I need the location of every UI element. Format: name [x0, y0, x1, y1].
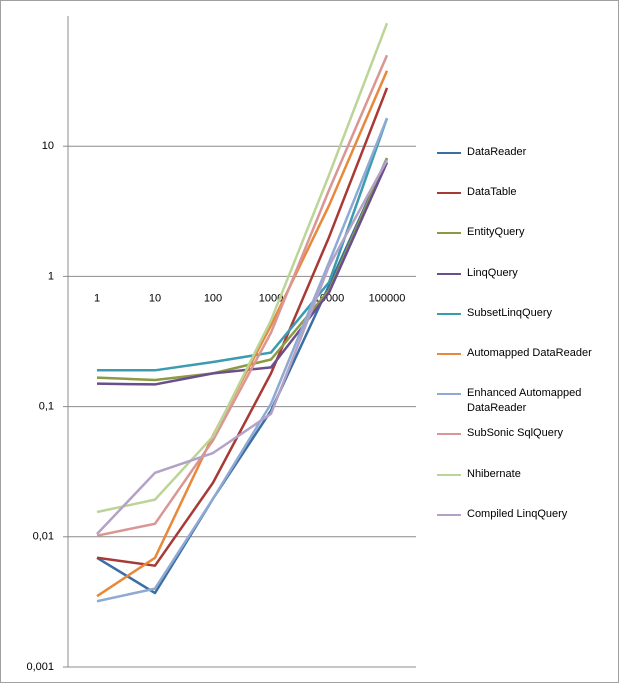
legend-label: Enhanced Automapped DataReader	[467, 387, 582, 415]
legend-swatch	[437, 433, 461, 436]
series-line	[96, 161, 389, 386]
x-tick-label: 100000	[369, 292, 406, 304]
legend-entry: SubsetLinqQuery	[437, 306, 597, 321]
legend-entry: Enhanced Automapped DataReader	[437, 386, 597, 416]
legend-entry: Compiled LinqQuery	[437, 507, 597, 522]
series-line	[96, 54, 389, 537]
series-line	[96, 159, 389, 535]
legend-entry: Nhibernate	[437, 467, 597, 482]
legend-label: EntityQuery	[467, 226, 525, 239]
series-line	[97, 117, 389, 372]
y-tick-label: 1	[48, 270, 54, 282]
legend-swatch	[437, 353, 461, 355]
x-tick-label: 1	[94, 292, 100, 304]
legend-swatch	[437, 152, 461, 154]
legend-label: Nhibernate	[467, 467, 521, 480]
series-line	[96, 70, 389, 598]
legend-label: Automapped DataReader	[467, 347, 592, 359]
y-tick-label: 0,1	[39, 401, 54, 413]
legend-label: SubsetLinqQuery	[467, 306, 552, 319]
series-line	[96, 87, 389, 567]
x-tick-label: 10	[149, 292, 161, 304]
series-line	[96, 157, 389, 595]
legend-label: Compiled LinqQuery	[467, 507, 568, 520]
legend-entry: LinqQuery	[437, 266, 597, 281]
x-tick-label: 100	[204, 292, 222, 304]
y-tick-label: 0,001	[26, 661, 54, 673]
series-line	[96, 117, 389, 603]
legend-swatch	[437, 393, 461, 396]
legend-entry: Automapped DataReader	[437, 346, 597, 361]
legend-entry: EntityQuery	[437, 225, 597, 240]
y-tick-label: 10	[42, 140, 54, 152]
legend-label: DataReader	[467, 146, 527, 158]
legend-label: DataTable	[467, 186, 517, 199]
legend-swatch	[437, 513, 461, 516]
legend-swatch	[437, 473, 461, 476]
series-line	[96, 157, 389, 382]
x-tick-label: 1000	[259, 292, 283, 304]
y-tick-label: 0,01	[33, 531, 54, 543]
legend-swatch	[437, 312, 461, 315]
legend-entry: DataTable	[437, 185, 597, 200]
legend-label: LinqQuery	[467, 266, 518, 279]
legend-swatch	[437, 272, 461, 275]
legend-entry: SubSonic SqlQuery	[437, 426, 597, 441]
legend-label: SubSonic SqlQuery	[467, 427, 563, 440]
legend-swatch	[437, 232, 461, 235]
series-line	[96, 22, 389, 514]
legend-entry: DataReader	[437, 145, 597, 160]
legend-swatch	[437, 192, 461, 195]
